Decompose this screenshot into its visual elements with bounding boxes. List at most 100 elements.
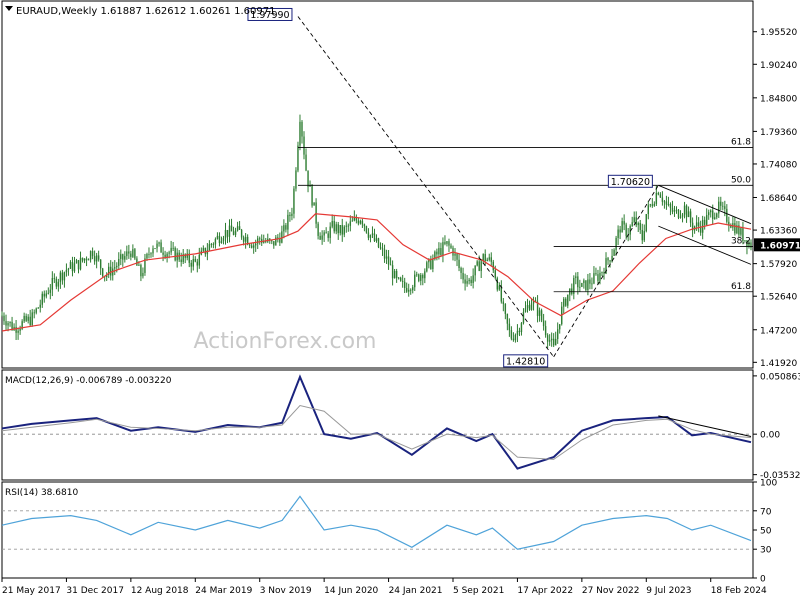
candle-body [683, 205, 686, 215]
candle-body [726, 208, 728, 222]
candle-body [405, 288, 408, 292]
candle-body [649, 204, 652, 206]
candle-body [160, 242, 162, 253]
candle-body [573, 277, 575, 294]
last-price-box [754, 238, 800, 252]
candle-body [339, 225, 341, 234]
candle-body [230, 225, 233, 232]
candle-body [502, 301, 505, 304]
candle-body [720, 201, 722, 206]
candle-body [198, 254, 201, 266]
candle-body [587, 279, 589, 291]
candle-body [138, 264, 140, 266]
candle-body [361, 220, 364, 225]
candle-body [19, 328, 21, 331]
candle-body [158, 242, 160, 244]
candle-body [357, 220, 360, 224]
candle-body [681, 214, 684, 217]
candle-body [108, 266, 110, 275]
candle-body [140, 264, 142, 277]
candle-body [462, 272, 464, 280]
candle-body [661, 197, 664, 202]
macd-signal-line [1, 404, 752, 460]
candle-body [101, 268, 104, 277]
candle-body [73, 263, 76, 272]
channel-trend-line [658, 184, 752, 225]
candle-body [724, 206, 726, 209]
candle-body [303, 136, 305, 155]
candle-body [85, 258, 88, 261]
candle-body [651, 204, 654, 206]
candle-body [291, 213, 293, 216]
candle-body [508, 323, 511, 331]
candle-body [458, 259, 460, 269]
candle-body [500, 285, 503, 302]
candle-body [472, 275, 474, 284]
candle-body [504, 303, 507, 314]
candle-body [734, 223, 736, 234]
candle-body [540, 310, 543, 321]
candle-body [182, 254, 184, 262]
candle-body [490, 257, 492, 262]
candle-body [667, 203, 670, 205]
candle-body [496, 278, 498, 290]
candle-body [248, 244, 251, 246]
candle-body [164, 254, 166, 258]
candle-body [629, 226, 631, 235]
candle-body [81, 257, 84, 261]
candle-body [583, 280, 585, 284]
rsi-y-tick-label: 0 [760, 575, 766, 585]
candle-body [712, 210, 714, 219]
candle-body [438, 248, 440, 255]
candle-body [250, 245, 253, 248]
candle-body [532, 300, 535, 304]
candle-body [162, 252, 164, 255]
candle-body [49, 289, 52, 293]
candle-body [556, 329, 559, 340]
candle-body [234, 230, 237, 235]
candle-body [240, 229, 243, 238]
candle-body [742, 228, 744, 242]
candle-body [420, 275, 422, 281]
candle-body [208, 244, 211, 251]
candle-body [299, 121, 301, 146]
candle-body [51, 278, 54, 290]
price-y-tick-label: 1.63360 [760, 227, 797, 237]
candle-body [689, 211, 692, 223]
candle-body [611, 255, 613, 262]
candle-body [329, 226, 331, 238]
candle-body [615, 237, 617, 250]
candle-body [375, 238, 378, 241]
price-annotation-box [503, 354, 549, 368]
candle-body [77, 260, 80, 270]
candle-body [226, 229, 229, 237]
candle-body [41, 293, 43, 305]
candle-body [631, 222, 633, 227]
candle-body [154, 248, 156, 250]
candle-body [369, 235, 372, 238]
candle-body [55, 278, 58, 287]
candle-body [186, 253, 188, 258]
candle-body [105, 274, 108, 278]
macd-title: MACD(12,26,9) -0.006789 -0.003220 [5, 376, 172, 386]
candle-body [337, 224, 339, 234]
candles-group [1, 114, 752, 349]
candle-body [408, 289, 410, 292]
candle-body [365, 226, 368, 233]
candle-body [454, 253, 456, 256]
rsi-line [1, 495, 752, 550]
candle-body [238, 226, 241, 230]
candle-body [281, 231, 283, 243]
candle-body [464, 279, 466, 284]
candle-body [97, 255, 100, 260]
x-tick-label: 24 Mar 2019 [195, 586, 252, 596]
candle-body [383, 249, 386, 259]
candle-body [83, 258, 86, 261]
candle-body [148, 254, 150, 255]
moving-average-line [1, 213, 752, 332]
candle-body [45, 293, 47, 297]
candle-body [637, 222, 639, 226]
candle-body [212, 244, 215, 245]
candle-body [71, 262, 74, 272]
candle-body [79, 257, 82, 270]
